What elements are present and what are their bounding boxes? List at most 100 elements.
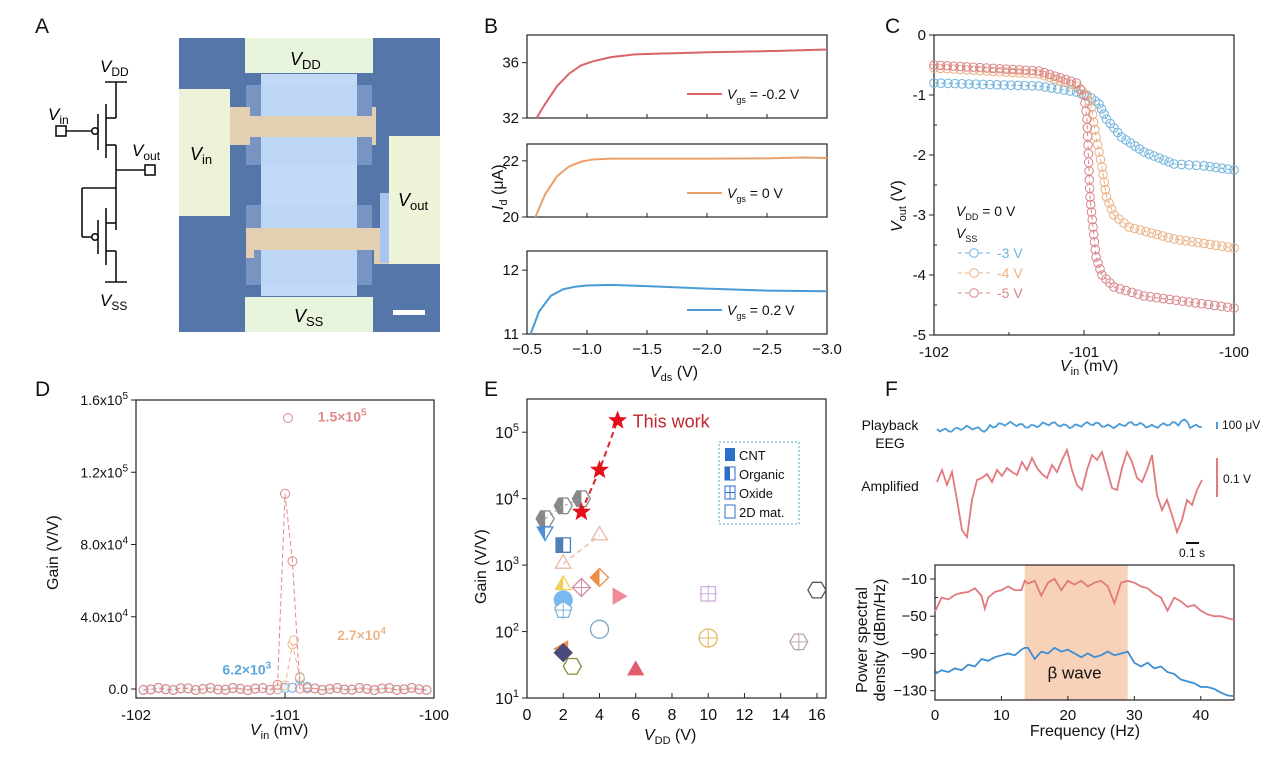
data-point — [369, 685, 380, 696]
chart-b-output-characteristics: 32 36 Vgs = -0.2 V 20 22 Vgs = 0 V 11 12 Vgs = 0… — [490, 34, 842, 384]
series-line-2 — [529, 283, 828, 335]
literature-marker — [590, 525, 609, 541]
literature-marker-fill — [590, 568, 600, 587]
literature-marker — [807, 581, 827, 599]
data-point — [1044, 72, 1055, 83]
data-point — [1092, 139, 1103, 150]
data-point — [1139, 147, 1149, 157]
x-tick-label: −3.0 — [812, 341, 842, 358]
literature-marker — [554, 574, 573, 591]
data-point — [1014, 65, 1025, 75]
data-point — [1098, 169, 1108, 180]
beta-band — [1024, 565, 1128, 700]
data-point — [1115, 284, 1125, 294]
data-point — [1080, 98, 1090, 108]
data-point — [1146, 228, 1157, 238]
micrograph-vss-label: VSS — [294, 306, 324, 329]
literature-marker — [627, 660, 645, 676]
data-point — [168, 684, 179, 695]
data-point — [280, 488, 290, 499]
data-point — [361, 683, 372, 694]
psd-frame — [934, 564, 1235, 701]
x-tick-label: 6 — [631, 707, 640, 724]
y-tick-label: 20 — [502, 209, 519, 226]
data-point — [406, 682, 417, 693]
data-point — [190, 685, 201, 696]
legend-marker — [725, 448, 735, 461]
data-point — [929, 78, 939, 88]
data-point — [1090, 124, 1100, 135]
amplified-trace — [936, 447, 1203, 540]
data-point — [1152, 292, 1162, 303]
y-tick-label: −90 — [902, 645, 927, 662]
data-point — [317, 685, 328, 696]
data-point — [1164, 294, 1175, 305]
data-point — [1121, 285, 1131, 296]
data-point — [929, 63, 939, 73]
legend-marker — [969, 268, 979, 278]
data-point — [1086, 207, 1097, 217]
data-point — [950, 78, 960, 89]
connector-line — [544, 498, 582, 520]
panel-label-b: B — [484, 15, 498, 38]
this-work-star — [608, 410, 628, 429]
data-point — [175, 683, 186, 694]
subplot-frame-2 — [526, 250, 828, 335]
series-line-1 — [534, 156, 828, 218]
y-tick-label: -5 — [913, 327, 926, 344]
this-work-star — [571, 502, 591, 521]
data-point — [1066, 76, 1076, 87]
data-point — [1096, 104, 1107, 114]
x-tick-label: 0 — [931, 707, 939, 724]
data-point — [1217, 163, 1227, 174]
data-point — [227, 683, 238, 694]
legend-label-0: Vgs = -0.2 V — [727, 86, 800, 105]
data-point — [1211, 240, 1221, 251]
x-tick-label: -101 — [1069, 344, 1099, 361]
data-point — [160, 684, 171, 695]
y-axis-label: Id (μA) — [490, 164, 510, 210]
chart-e-gain-comparison: 101 102 103 104 105 0 2 4 6 8 10 12 14 16 This work CNT… — [473, 398, 827, 747]
x-axis-label: Vin (mV) — [1060, 358, 1118, 378]
data-point — [935, 60, 946, 71]
data-point — [1109, 282, 1119, 292]
data-point — [272, 679, 283, 690]
data-point — [1104, 198, 1114, 208]
data-point — [138, 684, 149, 695]
data-point — [347, 684, 358, 695]
panel-label-f: F — [885, 378, 898, 401]
data-point — [280, 680, 290, 691]
data-point — [1050, 74, 1060, 84]
x-tick-label: 0 — [523, 707, 532, 724]
data-point — [1164, 157, 1174, 167]
trace-label-amplified: Amplified — [861, 478, 919, 494]
legend-marker — [969, 248, 979, 258]
data-point — [1094, 147, 1104, 157]
time-scale-label: 0.1 s — [1179, 546, 1205, 560]
data-point — [929, 60, 939, 70]
y-tick-label: 12 — [502, 262, 519, 279]
data-point — [1093, 258, 1103, 268]
literature-marker — [554, 553, 573, 569]
data-point — [294, 683, 305, 694]
data-point — [1144, 149, 1154, 159]
legend-label: 2D mat. — [739, 505, 785, 520]
data-point — [1085, 199, 1096, 210]
legend-label-1: Vgs = 0 V — [727, 185, 783, 204]
data-point — [265, 684, 276, 695]
x-tick-label: -102 — [919, 344, 949, 361]
data-point — [1040, 82, 1051, 92]
legend-label: -4 V — [997, 265, 1023, 281]
data-point — [1089, 237, 1100, 247]
data-point — [1175, 235, 1185, 245]
data-point — [1229, 243, 1239, 253]
data-point — [1223, 164, 1233, 174]
micrograph-vin-label: Vin — [190, 144, 212, 167]
data-point — [145, 684, 156, 695]
legend-label: -5 V — [997, 285, 1023, 301]
data-point — [975, 62, 985, 73]
y-tick-label: 101 — [495, 688, 519, 708]
data-point — [1099, 177, 1110, 187]
data-point — [1095, 264, 1105, 274]
data-point — [235, 683, 246, 694]
